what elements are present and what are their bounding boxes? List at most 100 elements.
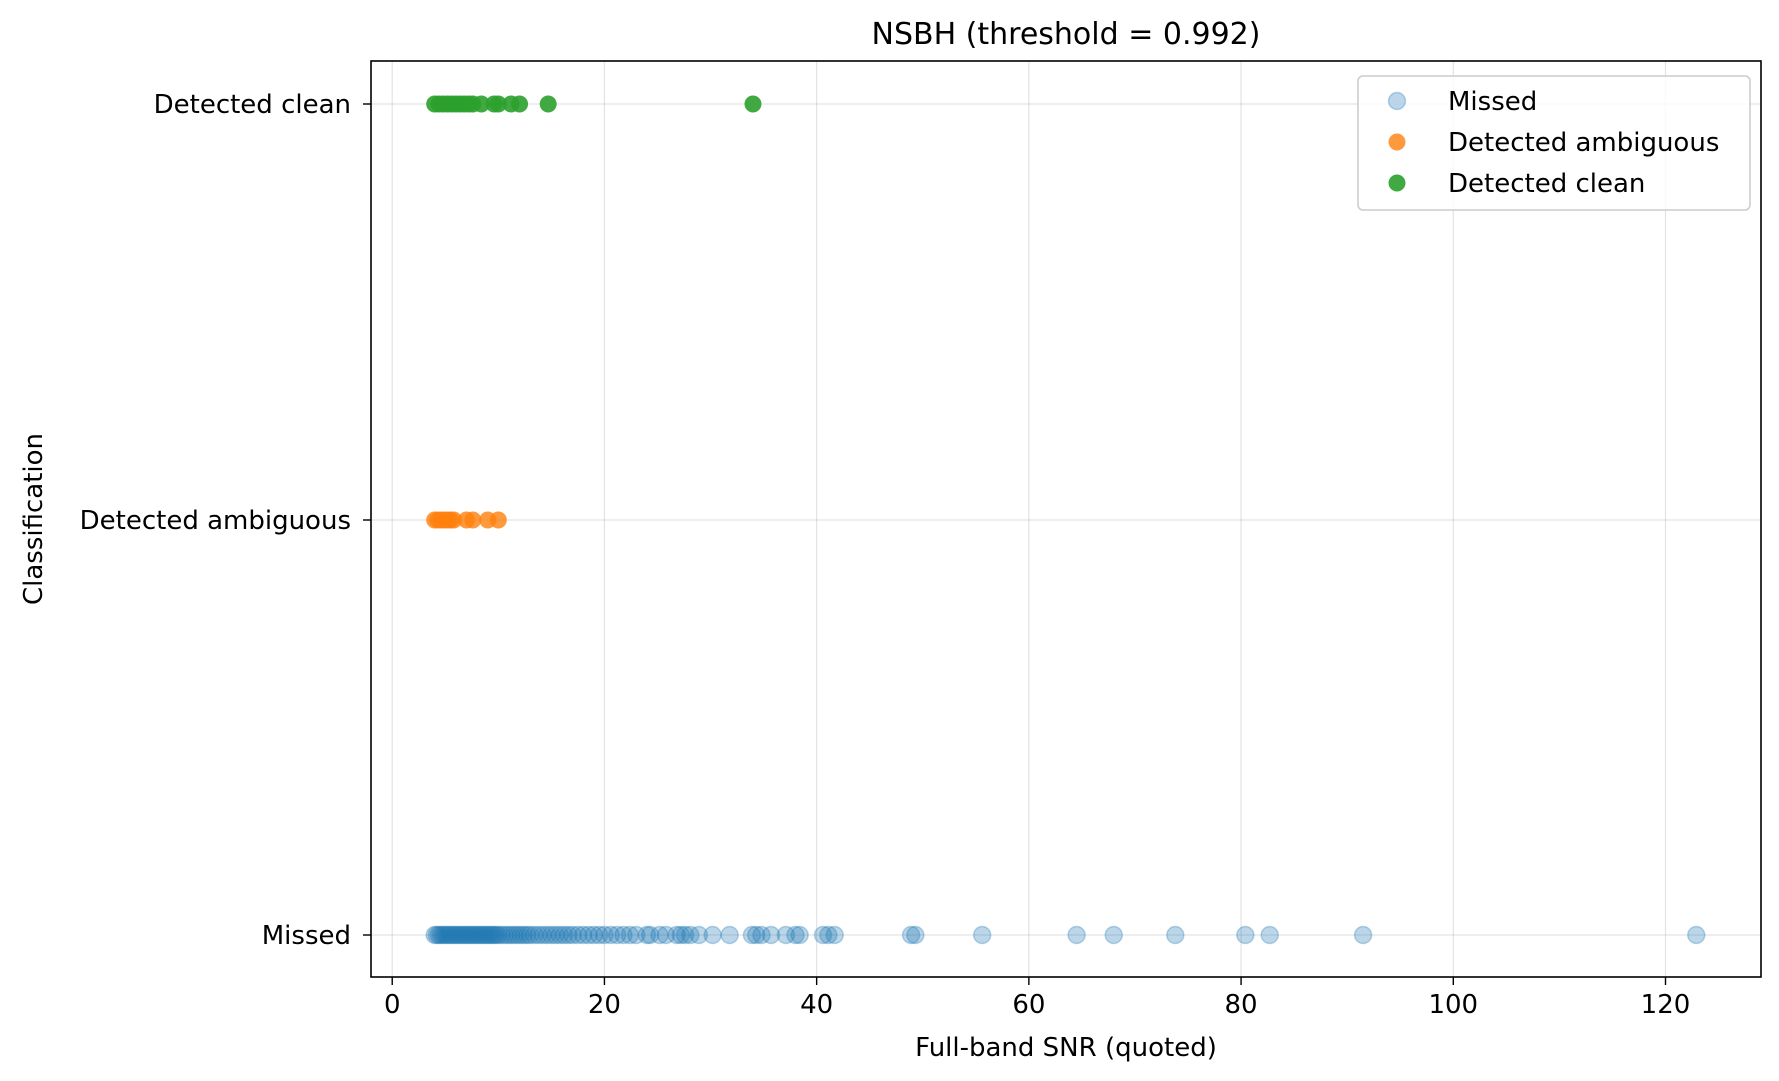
point-missed [656, 925, 676, 945]
point-missed [425, 925, 444, 945]
point-missed [517, 925, 537, 945]
point-missed [675, 925, 695, 945]
point-missed [482, 925, 502, 945]
point-missed [563, 925, 582, 945]
point-detected-clean [489, 95, 507, 113]
x-tick-label: 80 [1225, 990, 1258, 1020]
legend-marker-clean [1388, 174, 1406, 192]
point-missed [431, 925, 451, 945]
point-missed [436, 925, 455, 945]
x-tick-label: 20 [588, 990, 621, 1020]
point-missed [568, 925, 588, 945]
point-missed [427, 925, 447, 945]
legend-marker-ambiguous [1388, 133, 1406, 151]
legend-box [1357, 75, 1751, 211]
point-missed [627, 925, 646, 945]
point-missed [813, 925, 833, 945]
point-missed [720, 925, 739, 945]
point-missed [746, 925, 766, 945]
point-missed [607, 925, 627, 945]
point-missed [637, 925, 657, 945]
point-missed [1236, 925, 1255, 945]
legend-label-missed: Missed [1448, 87, 1537, 117]
y-tick-label: Detected ambiguous [80, 506, 351, 536]
x-axis: 0 20 40 60 80 100 120 [384, 977, 1690, 1020]
point-missed [1104, 925, 1123, 945]
point-missed [595, 925, 614, 945]
point-missed [520, 925, 540, 945]
point-missed [742, 925, 762, 945]
point-missed [459, 925, 478, 945]
point-missed [446, 925, 466, 945]
point-missed [640, 925, 660, 945]
point-missed [901, 925, 921, 945]
point-missed [472, 925, 491, 945]
point-missed [1260, 925, 1279, 945]
point-missed [761, 925, 781, 945]
point-missed [433, 925, 453, 945]
point-missed [533, 925, 553, 945]
point-missed [448, 925, 468, 945]
point-detected-clean [539, 95, 557, 113]
point-missed [689, 925, 709, 945]
point-missed [972, 925, 992, 945]
point-missed [790, 925, 809, 945]
legend-marker-missed [1387, 91, 1407, 111]
point-detected-ambiguous [489, 511, 507, 529]
plot-frame [370, 60, 1762, 978]
point-missed [463, 925, 483, 945]
point-missed [650, 925, 669, 945]
point-missed [559, 925, 578, 945]
point-missed [776, 925, 796, 945]
point-missed [667, 925, 686, 945]
point-missed [508, 925, 527, 945]
point-missed [489, 925, 508, 945]
point-missed [671, 925, 691, 945]
point-missed [529, 925, 548, 945]
point-missed [1067, 925, 1086, 945]
point-missed [440, 925, 459, 945]
point-detected-ambiguous [464, 511, 482, 529]
point-missed [546, 925, 565, 945]
y-axis: Missed Detected ambiguous Detected clean [80, 90, 371, 951]
x-axis-label: Full-band SNR (quoted) [915, 1033, 1217, 1063]
point-missed [469, 925, 489, 945]
point-missed [478, 925, 497, 945]
point-missed [450, 925, 470, 945]
point-missed [825, 925, 844, 945]
point-missed [476, 925, 495, 945]
point-missed [681, 925, 700, 945]
point-missed [1353, 925, 1373, 945]
point-missed [467, 925, 487, 945]
x-tick-label: 120 [1641, 990, 1691, 1020]
point-missed [1166, 925, 1185, 945]
point-missed [1687, 925, 1706, 945]
point-missed [525, 925, 544, 945]
chart-title: NSBH (threshold = 0.992) [872, 17, 1261, 52]
point-missed [614, 925, 633, 945]
point-missed [480, 925, 500, 945]
legend-label-ambiguous: Detected ambiguous [1448, 128, 1719, 158]
x-tick-label: 0 [384, 990, 401, 1020]
point-missed [474, 925, 493, 945]
point-missed [511, 925, 530, 945]
point-missed [906, 925, 925, 945]
y-tick-label: Missed [262, 921, 351, 951]
point-detected-clean [744, 95, 762, 113]
point-missed [495, 925, 514, 945]
x-tick-label: 60 [1012, 990, 1045, 1020]
point-missed [492, 925, 511, 945]
y-axis-label: Classification [19, 433, 49, 605]
point-missed [429, 925, 449, 945]
point-missed [819, 925, 838, 945]
point-missed [579, 925, 598, 945]
point-missed [453, 925, 472, 945]
point-missed [504, 925, 524, 945]
point-missed [455, 925, 474, 945]
point-missed [752, 925, 771, 945]
point-detected-clean [511, 95, 529, 113]
point-detected-ambiguous [445, 511, 463, 529]
point-missed [554, 925, 574, 945]
legend: Missed Detected ambiguous Detected clean [1357, 75, 1751, 211]
